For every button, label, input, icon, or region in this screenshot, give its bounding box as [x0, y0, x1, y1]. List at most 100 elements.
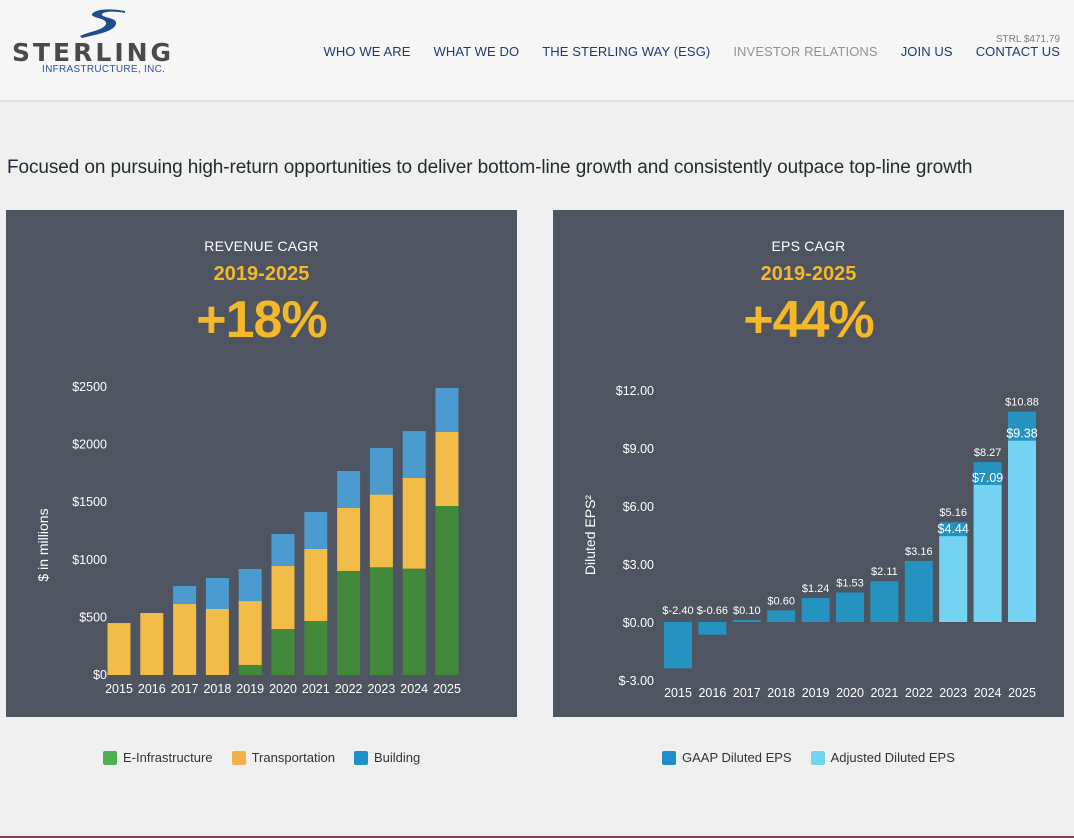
main-nav: WHO WE ARE WHAT WE DO THE STERLING WAY (… [301, 44, 1060, 59]
x-tick-label: 2018 [767, 686, 795, 700]
legend-label: Transportation [251, 750, 335, 765]
swoosh-logo-icon [80, 9, 125, 38]
bar-transportation-2017 [173, 604, 197, 675]
bar-gaap-2015 [664, 622, 692, 669]
bar-transportation-2022 [337, 507, 361, 571]
revenue-chart: $0 $500 $1000 $1500 $2000 $2500 $ in millions 2… [35, 380, 461, 696]
eps-cagr-value: +44% [743, 291, 874, 349]
eps-cagr-range: 2019-2025 [760, 263, 857, 285]
data-label-gaap: $-0.66 [697, 605, 728, 617]
bar-gaap-2025 [1008, 440, 1036, 622]
logo[interactable]: STERLING INFRASTRUCTURE, INC. [12, 8, 192, 78]
x-tick-label: 2016 [138, 682, 166, 696]
x-tick-label: 2022 [905, 686, 933, 700]
legend-label: E-Infrastructure [123, 750, 213, 765]
legend-swatch [810, 750, 825, 765]
nav-who-we-are[interactable]: WHO WE ARE [323, 44, 411, 59]
bar-transportation-2015 [107, 623, 131, 675]
x-tick-label: 2019 [802, 686, 830, 700]
data-label-gaap: $-2.40 [662, 605, 693, 617]
nav-investor-relations[interactable]: INVESTOR RELATIONS [733, 44, 878, 59]
bar-transportation-2023 [369, 494, 393, 568]
y-axis-label: Diluted EPS² [582, 495, 598, 575]
stock-ticker: STRL $471.79 [995, 34, 1060, 45]
data-label-gaap: $0.10 [733, 605, 761, 617]
bar-transportation-2024 [402, 478, 426, 569]
x-tick-label: 2022 [335, 682, 363, 696]
bar-transportation-2016 [140, 613, 164, 675]
logo-wordmark: STERLING [12, 38, 175, 67]
bar-transportation-2018 [205, 608, 229, 675]
x-tick-label: 2020 [269, 682, 297, 696]
x-tick-label: 2023 [939, 686, 967, 700]
revenue-cagr-title: REVENUE CAGR [204, 238, 319, 254]
data-label-adjusted: $5.16 [939, 507, 967, 519]
bar-gaap-2019 [801, 598, 830, 622]
nav-what-we-do[interactable]: WHAT WE DO [433, 44, 520, 59]
bar-building-2022 [337, 470, 361, 508]
data-label-gaap: $3.16 [905, 546, 933, 558]
legend-item-building[interactable]: Building [353, 750, 421, 765]
data-label-gaap: $9.38 [1006, 427, 1037, 441]
x-tick-label: 2019 [236, 682, 264, 696]
data-label-gaap: $1.53 [836, 577, 864, 589]
data-label-adjusted: $8.27 [974, 447, 1002, 459]
x-tick-label: 2021 [870, 686, 898, 700]
x-tick-label: 2023 [367, 682, 395, 696]
y-tick-label: $12.00 [616, 384, 654, 398]
bar-e-infrastructure-2025 [435, 506, 459, 675]
eps-legend: GAAP Diluted EPS Adjusted Diluted EPS [662, 750, 974, 765]
bar-e-infrastructure-2021 [304, 620, 328, 675]
y-tick-label: $0 [93, 668, 107, 682]
bar-building-2017 [173, 585, 197, 605]
bar-building-2020 [271, 533, 295, 567]
y-tick-label: $2500 [72, 380, 107, 394]
nav-contact-us[interactable]: CONTACT US [975, 44, 1060, 59]
bar-gaap-2017 [732, 620, 761, 622]
bar-e-infrastructure-2019 [238, 664, 262, 675]
y-tick-label: $0.00 [623, 616, 654, 630]
legend-swatch [103, 750, 117, 765]
nav-sterling-way[interactable]: THE STERLING WAY (ESG) [542, 44, 711, 59]
legend-swatch [231, 750, 246, 765]
x-tick-label: 2016 [698, 686, 726, 700]
bar-gaap-2016 [698, 622, 727, 635]
revenue-panel: REVENUE CAGR 2019-2025 +18% $0 $500 $1000 $… [6, 210, 517, 717]
legend-item-transportation[interactable]: Transportation [231, 750, 335, 765]
legend-label: Adjusted Diluted EPS [830, 750, 955, 765]
y-axis-label: $ in millions [35, 508, 51, 581]
legend-swatch [662, 750, 676, 765]
legend-label: Building [373, 750, 421, 765]
bar-building-2023 [369, 447, 393, 495]
eps-panel: EPS CAGR 2019-2025 +44% $-3.00 $0.00 $3.00… [553, 210, 1064, 717]
legend-swatch [353, 750, 368, 765]
revenue-legend: E-Infrastructure Transportation Building [103, 750, 439, 765]
legend-item-adjusted[interactable]: Adjusted Diluted EPS [810, 750, 955, 765]
y-tick-label: $1500 [72, 495, 107, 509]
bar-transportation-2020 [271, 566, 295, 630]
bar-transportation-2019 [238, 601, 262, 665]
bar-building-2025 [435, 387, 459, 432]
nav-join-us[interactable]: JOIN US [900, 44, 953, 59]
x-tick-label: 2024 [400, 682, 428, 696]
bar-e-infrastructure-2020 [271, 629, 295, 675]
data-label-gaap: $0.60 [767, 595, 795, 607]
bar-gaap-2018 [767, 610, 796, 622]
bar-e-infrastructure-2022 [337, 570, 361, 675]
revenue-cagr-value: +18% [196, 291, 327, 349]
legend-label: GAAP Diluted EPS [682, 750, 792, 765]
x-tick-label: 2018 [203, 682, 231, 696]
legend-item-e-infrastructure[interactable]: E-Infrastructure [103, 750, 213, 765]
y-tick-label: $2000 [72, 438, 107, 452]
y-tick-label: $9.00 [623, 442, 654, 456]
footer-divider [0, 836, 1074, 838]
data-label-gaap: $1.24 [802, 583, 830, 595]
bar-building-2024 [402, 431, 426, 479]
site-header: STERLING INFRASTRUCTURE, INC. STRL $471.… [0, 0, 1074, 102]
bar-e-infrastructure-2023 [369, 567, 393, 675]
legend-item-gaap[interactable]: GAAP Diluted EPS [662, 750, 792, 765]
y-tick-label: $500 [79, 610, 107, 624]
bar-e-infrastructure-2024 [402, 568, 426, 675]
x-tick-label: 2017 [171, 682, 199, 696]
eps-chart: $-3.00 $0.00 $3.00 $6.00 $9.00 $12.00 Diluted … [582, 384, 1039, 700]
